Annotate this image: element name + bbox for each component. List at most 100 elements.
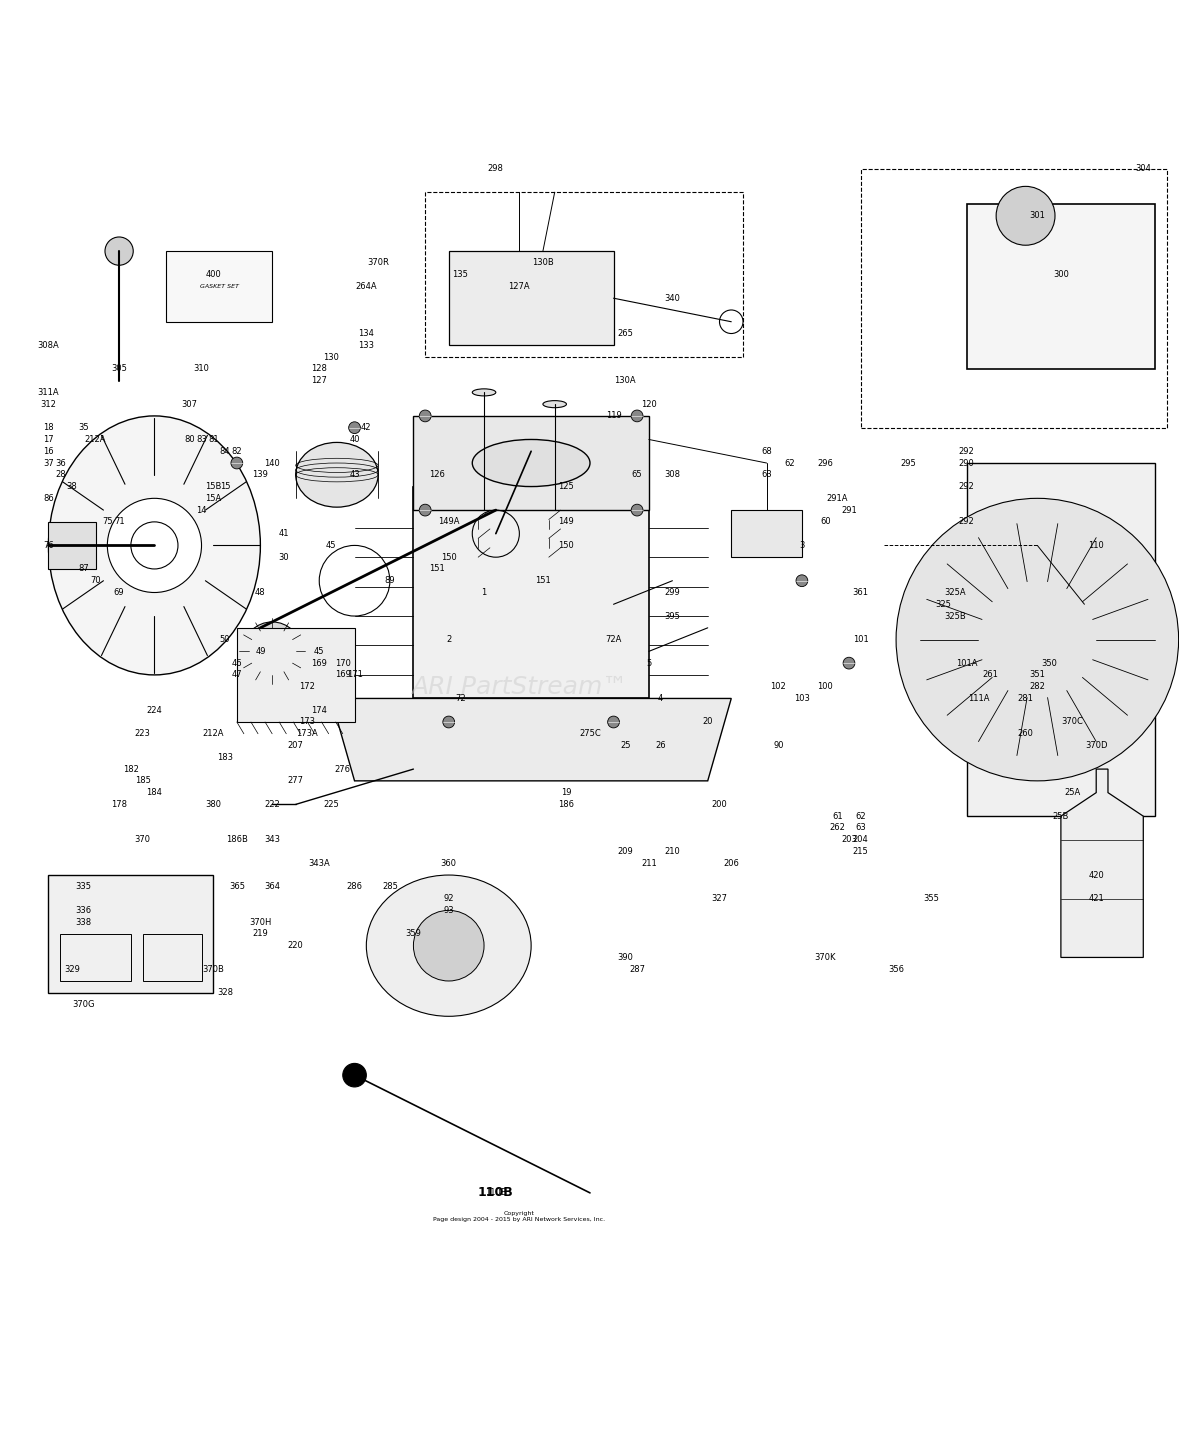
Text: 133: 133 <box>359 341 374 349</box>
Text: 209: 209 <box>617 848 634 856</box>
Text: 60: 60 <box>820 517 831 527</box>
Circle shape <box>608 716 620 728</box>
Text: 356: 356 <box>889 965 904 973</box>
Text: 260: 260 <box>1017 729 1034 738</box>
Text: 370: 370 <box>135 835 151 845</box>
Text: 87: 87 <box>78 565 90 573</box>
Text: 328: 328 <box>217 988 234 998</box>
Text: 400: 400 <box>205 270 221 279</box>
Text: 359: 359 <box>406 930 421 939</box>
Text: 126: 126 <box>430 471 445 479</box>
Text: 183: 183 <box>217 752 234 762</box>
Ellipse shape <box>48 416 261 674</box>
Text: 355: 355 <box>924 894 939 902</box>
Text: 286: 286 <box>347 882 362 891</box>
Text: 327: 327 <box>712 894 728 902</box>
Text: 276: 276 <box>335 764 350 774</box>
Text: 225: 225 <box>323 800 339 809</box>
Text: 35: 35 <box>79 423 90 432</box>
Text: 135: 135 <box>453 270 468 279</box>
Text: 46: 46 <box>231 658 242 667</box>
Text: 3: 3 <box>799 542 805 550</box>
Text: 307: 307 <box>182 400 198 409</box>
Text: 26: 26 <box>655 741 666 749</box>
Text: 45: 45 <box>326 542 336 550</box>
Text: 40: 40 <box>349 435 360 443</box>
Text: 365: 365 <box>229 882 244 891</box>
Text: 36: 36 <box>55 459 66 468</box>
Text: 49: 49 <box>255 647 266 656</box>
Text: 308: 308 <box>664 471 681 479</box>
Text: 335: 335 <box>76 882 92 891</box>
Text: 173: 173 <box>300 718 315 726</box>
Text: 62: 62 <box>785 459 795 468</box>
Text: 336: 336 <box>76 905 92 915</box>
Text: 86: 86 <box>44 494 54 503</box>
Text: 222: 222 <box>264 800 280 809</box>
Circle shape <box>231 458 243 469</box>
Text: 41: 41 <box>278 529 289 539</box>
Text: 18: 18 <box>44 423 54 432</box>
Text: 103: 103 <box>794 695 809 703</box>
Polygon shape <box>413 487 649 699</box>
Circle shape <box>631 410 643 422</box>
Text: 149: 149 <box>558 517 575 527</box>
Text: 343: 343 <box>264 835 280 845</box>
Text: 65: 65 <box>631 471 642 479</box>
Text: 370D: 370D <box>1084 741 1108 749</box>
Text: 223: 223 <box>135 729 151 738</box>
Circle shape <box>419 410 431 422</box>
Text: 296: 296 <box>818 459 833 468</box>
Text: 350: 350 <box>1041 658 1057 667</box>
Text: 92: 92 <box>444 894 454 902</box>
Text: 71: 71 <box>113 517 124 527</box>
Text: ARI PartStream™: ARI PartStream™ <box>411 674 628 699</box>
Text: GASKET SET: GASKET SET <box>199 284 238 289</box>
Text: 370C: 370C <box>1062 718 1083 726</box>
Text: 285: 285 <box>382 882 398 891</box>
Ellipse shape <box>366 875 531 1017</box>
Text: 295: 295 <box>900 459 916 468</box>
Text: 2: 2 <box>446 635 452 644</box>
Text: 275C: 275C <box>579 729 601 738</box>
Text: 15A: 15A <box>205 494 222 503</box>
Text: 325A: 325A <box>944 588 965 596</box>
Text: 312: 312 <box>40 400 57 409</box>
Text: 361: 361 <box>853 588 868 596</box>
Circle shape <box>320 546 389 617</box>
Text: 329: 329 <box>64 965 80 973</box>
Text: 100: 100 <box>818 682 833 692</box>
Polygon shape <box>448 251 614 345</box>
Text: 370B: 370B <box>202 965 224 973</box>
Text: 151: 151 <box>535 576 551 585</box>
Text: 102: 102 <box>771 682 786 692</box>
Text: 69: 69 <box>113 588 124 596</box>
Text: 182: 182 <box>123 764 139 774</box>
Bar <box>48 521 96 569</box>
Circle shape <box>442 716 454 728</box>
Circle shape <box>348 422 360 433</box>
Text: 292: 292 <box>959 517 975 527</box>
Text: 19: 19 <box>562 788 571 797</box>
Text: 83: 83 <box>196 435 206 443</box>
Text: 310: 310 <box>194 364 210 374</box>
Text: 200: 200 <box>712 800 727 809</box>
Text: 48: 48 <box>255 588 266 596</box>
Text: 325: 325 <box>936 599 951 609</box>
Text: 281: 281 <box>1017 695 1034 703</box>
Text: 172: 172 <box>300 682 315 692</box>
Text: 220: 220 <box>288 941 303 950</box>
Text: 300: 300 <box>1053 270 1069 279</box>
Text: 169: 169 <box>312 658 327 667</box>
Text: 62: 62 <box>856 812 866 820</box>
Text: 211: 211 <box>641 859 657 868</box>
Text: 15: 15 <box>219 482 230 491</box>
Text: 72A: 72A <box>605 635 622 644</box>
Text: 151: 151 <box>430 565 445 573</box>
Ellipse shape <box>472 388 496 396</box>
Text: 82: 82 <box>231 446 242 456</box>
Text: 292: 292 <box>959 482 975 491</box>
Text: 204: 204 <box>853 835 868 845</box>
Text: 30: 30 <box>278 553 289 562</box>
Text: 325B: 325B <box>944 612 965 621</box>
